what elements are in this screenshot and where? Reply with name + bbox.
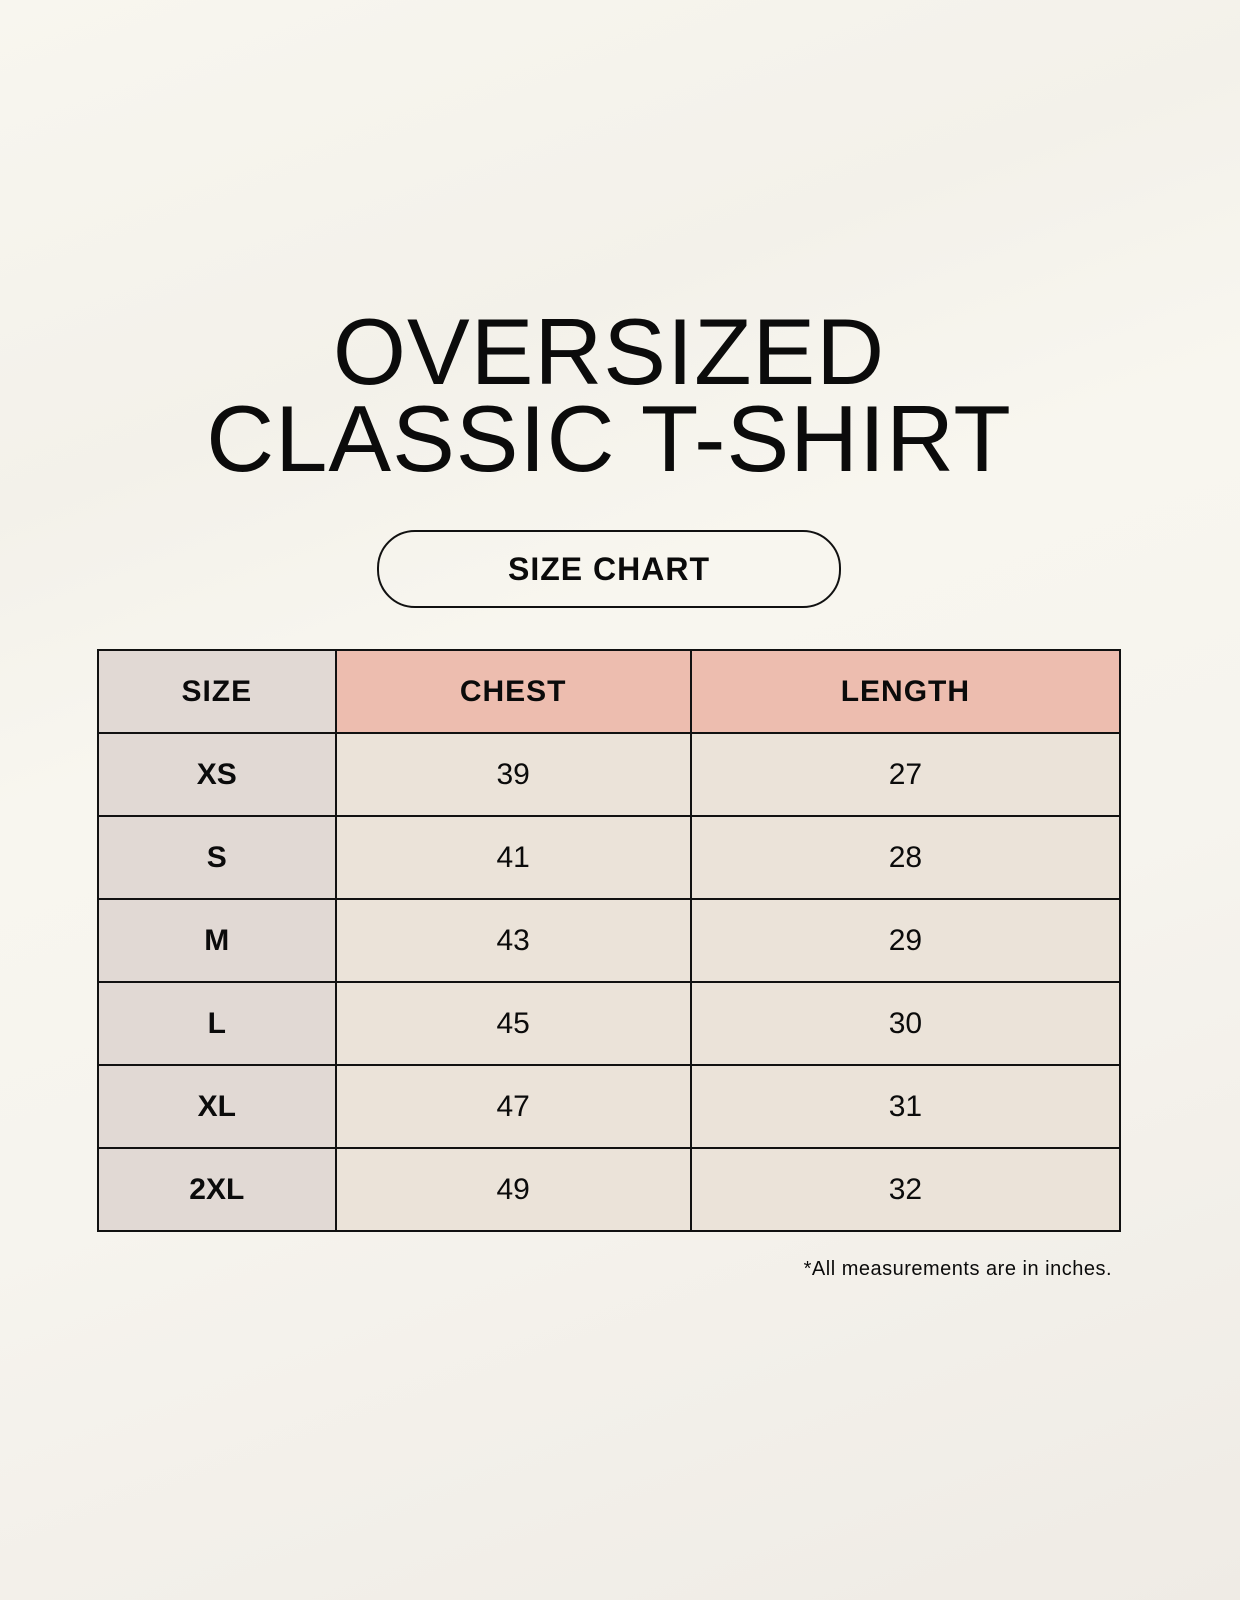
table-row: S 41 28 bbox=[97, 815, 1122, 900]
cell-length: 32 bbox=[689, 1147, 1122, 1232]
table-row: 2XL 49 32 bbox=[97, 1147, 1122, 1232]
header-chest: CHEST bbox=[334, 649, 692, 734]
table-row: XS 39 27 bbox=[97, 732, 1122, 817]
cell-size: S bbox=[97, 815, 337, 900]
title-line-2: CLASSIC T-SHIRT bbox=[206, 386, 1012, 491]
cell-chest: 43 bbox=[334, 898, 692, 983]
header-size: SIZE bbox=[97, 649, 337, 734]
cell-size: M bbox=[97, 898, 337, 983]
cell-length: 29 bbox=[689, 898, 1122, 983]
cell-size: 2XL bbox=[97, 1147, 337, 1232]
cell-length: 27 bbox=[689, 732, 1122, 817]
table-row: L 45 30 bbox=[97, 981, 1122, 1066]
cell-size: L bbox=[97, 981, 337, 1066]
cell-chest: 41 bbox=[334, 815, 692, 900]
cell-length: 30 bbox=[689, 981, 1122, 1066]
cell-chest: 47 bbox=[334, 1064, 692, 1149]
cell-chest: 39 bbox=[334, 732, 692, 817]
table-row: M 43 29 bbox=[97, 898, 1122, 983]
table-header-row: SIZE CHEST LENGTH bbox=[97, 649, 1122, 734]
title-line-1: OVERSIZED bbox=[332, 299, 886, 404]
cell-chest: 49 bbox=[334, 1147, 692, 1232]
header-length: LENGTH bbox=[689, 649, 1122, 734]
cell-size: XL bbox=[97, 1064, 337, 1149]
table-row: XL 47 31 bbox=[97, 1064, 1122, 1149]
size-chart-badge: SIZE CHART bbox=[377, 530, 841, 608]
footnote: *All measurements are in inches. bbox=[803, 1258, 1112, 1280]
cell-size: XS bbox=[97, 732, 337, 817]
cell-length: 31 bbox=[689, 1064, 1122, 1149]
size-table: SIZE CHEST LENGTH XS 39 27 S 41 28 M 43 29 L 45 30 X… bbox=[97, 649, 1122, 1232]
cell-chest: 45 bbox=[334, 981, 692, 1066]
cell-length: 28 bbox=[689, 815, 1122, 900]
